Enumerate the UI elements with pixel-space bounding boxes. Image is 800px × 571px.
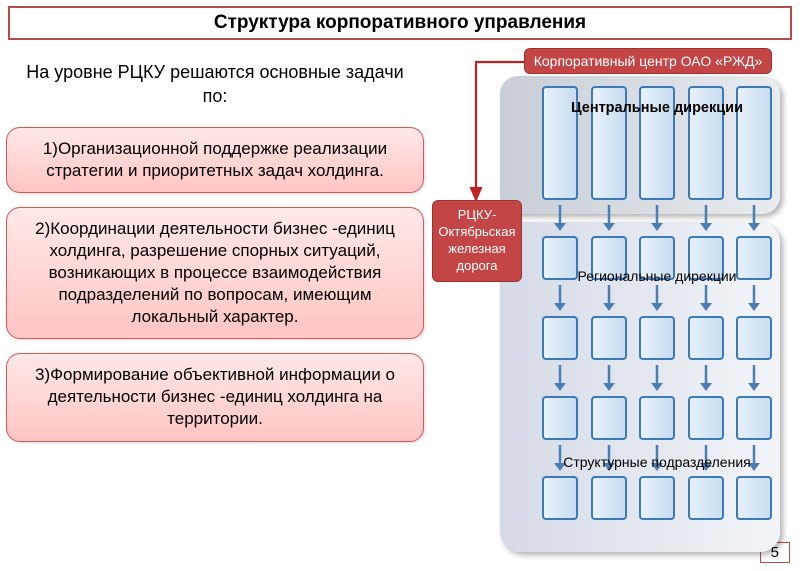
arrow-down-icon [542, 360, 578, 396]
org-box-small [639, 316, 675, 360]
arrow-down-icon [591, 440, 627, 476]
arrow-down-icon [736, 440, 772, 476]
task-box-1: 1)Организационной поддержке реализации с… [6, 127, 424, 193]
arrow-down-icon [542, 200, 578, 236]
arrow-down-icon [688, 280, 724, 316]
org-box-small [639, 476, 675, 520]
arrow-down-icon [639, 440, 675, 476]
arrow-down-icon [542, 280, 578, 316]
diagram-column [542, 86, 578, 546]
right-column: Корпоративный центр ОАО «РЖД» РЦКУ-Октяб… [430, 50, 790, 456]
org-box-small [688, 476, 724, 520]
org-box-small [542, 396, 578, 440]
arrow-down-icon [688, 360, 724, 396]
org-box-tall [736, 86, 772, 200]
diagram-column [736, 86, 772, 546]
arrow-down-icon [639, 280, 675, 316]
intro-text: На уровне РЦКУ решаются основные задачи … [26, 60, 404, 109]
org-box-small [591, 316, 627, 360]
org-box-small [736, 236, 772, 280]
content-area: На уровне РЦКУ решаются основные задачи … [0, 50, 800, 456]
diagram-column [688, 86, 724, 546]
org-box-small [688, 236, 724, 280]
left-column: На уровне РЦКУ решаются основные задачи … [0, 50, 430, 456]
diagram-column [591, 86, 627, 546]
arrow-down-icon [688, 200, 724, 236]
org-box-small [591, 476, 627, 520]
diagram-columns [542, 86, 772, 546]
org-box-small [736, 316, 772, 360]
arrow-down-icon [736, 360, 772, 396]
org-box-small [736, 476, 772, 520]
task-box-2: 2)Координации деятельности бизнес -едини… [6, 207, 424, 339]
org-box-small [591, 396, 627, 440]
arrow-down-icon [542, 440, 578, 476]
arrow-down-icon [736, 200, 772, 236]
org-box-small [542, 476, 578, 520]
task-box-3: 3)Формирование объективной информации о … [6, 353, 424, 441]
arrow-down-icon [736, 280, 772, 316]
org-box-small [542, 236, 578, 280]
arrow-down-icon [591, 280, 627, 316]
arrow-down-icon [688, 440, 724, 476]
arrow-down-icon [639, 360, 675, 396]
corporate-center-box: Корпоративный центр ОАО «РЖД» [524, 48, 772, 74]
page-title: Структура корпоративного управления [8, 6, 792, 40]
org-box-tall [591, 86, 627, 200]
org-box-small [736, 396, 772, 440]
org-box-tall [639, 86, 675, 200]
org-box-small [688, 396, 724, 440]
org-box-small [591, 236, 627, 280]
diagram-column [639, 86, 675, 546]
arrow-down-icon [591, 200, 627, 236]
org-box-small [639, 236, 675, 280]
org-box-small [688, 316, 724, 360]
org-box-small [542, 316, 578, 360]
org-box-tall [542, 86, 578, 200]
arrow-down-icon [639, 200, 675, 236]
org-box-tall [688, 86, 724, 200]
rtsku-box: РЦКУ-Октябрьская железная дорога [432, 200, 522, 282]
org-box-small [639, 396, 675, 440]
arrow-down-icon [591, 360, 627, 396]
